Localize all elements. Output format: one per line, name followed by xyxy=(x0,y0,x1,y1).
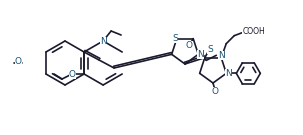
Text: COOH: COOH xyxy=(242,27,265,36)
Text: O: O xyxy=(186,41,193,50)
Text: O: O xyxy=(211,87,218,95)
Text: S: S xyxy=(207,45,213,54)
Text: N: N xyxy=(225,69,232,78)
Text: N: N xyxy=(197,50,204,59)
Text: S: S xyxy=(172,34,178,43)
Text: N: N xyxy=(100,36,106,45)
Text: N: N xyxy=(218,51,225,60)
Text: O: O xyxy=(15,57,22,66)
Text: O: O xyxy=(68,70,75,78)
